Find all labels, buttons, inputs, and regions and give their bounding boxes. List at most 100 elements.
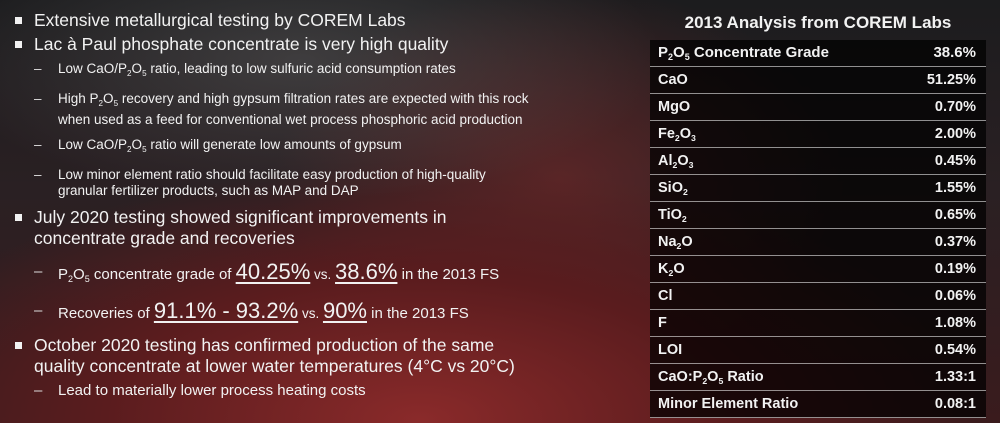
row-value: 0.19% xyxy=(934,261,976,277)
subscript: 2 xyxy=(68,274,74,284)
subscript: 5 xyxy=(684,52,690,62)
subscript: 3 xyxy=(691,133,696,143)
text: October 2020 testing has confirmed produ… xyxy=(34,335,495,355)
row-label: CaO xyxy=(658,67,688,93)
row-value: 38.6% xyxy=(933,44,976,61)
subscript: 2 xyxy=(668,268,674,278)
row-value: 0.06% xyxy=(934,288,976,304)
text: Low minor element ratio should facilitat… xyxy=(58,167,486,182)
table-row: CaO 51.25% xyxy=(650,67,986,94)
table-row: Fe2O3 2.00% xyxy=(650,121,986,148)
text: Recoveries of xyxy=(58,305,154,322)
subscript: 5 xyxy=(142,69,147,78)
label-text: Al xyxy=(658,153,673,169)
text: O xyxy=(103,91,114,106)
text: granular fertilizer products, such as MA… xyxy=(58,183,359,198)
table-row: K2O 0.19% xyxy=(650,256,986,283)
text: ratio will generate low amounts of gypsu… xyxy=(146,137,402,152)
table-row: P2O5 Concentrate Grade 38.6% xyxy=(650,40,986,67)
label-text: MgO xyxy=(658,99,691,115)
sub-bullet-minor-element: Low minor element ratio should facilitat… xyxy=(12,167,622,199)
table-body: P2O5 Concentrate Grade 38.6% CaO 51.25% MgO 0… xyxy=(650,40,986,418)
label-text: TiO xyxy=(658,207,682,223)
bullet-july-2020: July 2020 testing showed significant imp… xyxy=(12,207,622,249)
subscript: 2 xyxy=(676,241,682,251)
subscript: 5 xyxy=(718,376,724,386)
row-label: Cl xyxy=(658,283,673,309)
row-value: 0.45% xyxy=(934,153,976,169)
bullet-text: Lac à Paul phosphate concentrate is very… xyxy=(34,34,449,54)
label-text: K xyxy=(658,261,669,277)
label-text: P xyxy=(658,44,669,61)
subscript: 2 xyxy=(674,133,680,143)
text: July 2020 testing showed significant imp… xyxy=(34,207,447,227)
table-title: 2013 Analysis from COREM Labs xyxy=(684,13,952,32)
table-row: F 1.08% xyxy=(650,310,986,337)
label-text: O xyxy=(681,234,693,250)
label-text: Ratio xyxy=(723,369,764,385)
subscript: 5 xyxy=(84,274,90,284)
recovery-2020-value: 91.1% - 93.2% xyxy=(153,298,299,323)
subscript: 2 xyxy=(668,52,674,62)
table-row: Cl 0.06% xyxy=(650,283,986,310)
recovery-2013-value: 90% xyxy=(322,298,367,323)
bullet-october-2020: October 2020 testing has confirmed produ… xyxy=(12,335,622,377)
label-text: Minor Element Ratio xyxy=(658,396,799,412)
table-row: Minor Element Ratio 0.08:1 xyxy=(650,391,986,418)
text: concentrate grade of xyxy=(89,266,236,283)
bullet-metallurgical-testing: Extensive metallurgical testing by COREM… xyxy=(12,10,622,31)
row-value: 1.55% xyxy=(934,180,976,196)
row-label: SiO2 xyxy=(658,175,688,201)
table-row: TiO2 0.65% xyxy=(650,202,986,229)
row-value: 0.37% xyxy=(934,234,976,250)
subscript: 5 xyxy=(113,99,119,108)
label-text: Concentrate Grade xyxy=(689,44,829,61)
sub-bullet-recoveries: Recoveries of 91.1% - 93.2% vs. 90% in t… xyxy=(12,300,622,325)
label-text: Fe xyxy=(658,126,675,142)
row-label: Al2O3 xyxy=(658,148,693,174)
label-text: CaO:P xyxy=(658,369,703,385)
table-row: Na2O 0.37% xyxy=(650,229,986,256)
text: P xyxy=(58,266,69,283)
label-text: F xyxy=(658,315,667,331)
grade-2020-value: 40.25% xyxy=(235,259,311,284)
text: recovery and high gypsum filtration rate… xyxy=(118,91,529,106)
text: vs. xyxy=(298,306,323,321)
row-value: 0.70% xyxy=(934,99,976,115)
row-value: 0.65% xyxy=(934,207,976,223)
text: quality concentrate at lower water tempe… xyxy=(34,356,515,376)
sub-bullet-gypsum: Low CaO/P2O5 ratio will generate low amo… xyxy=(12,137,622,158)
text: when used as a feed for conventional wet… xyxy=(58,112,523,127)
row-label: Fe2O3 xyxy=(658,121,696,147)
row-label: F xyxy=(658,310,667,336)
bullet-text: Extensive metallurgical testing by COREM… xyxy=(34,10,406,30)
label-text: Na xyxy=(658,234,677,250)
bullet-concentrate-quality: Lac à Paul phosphate concentrate is very… xyxy=(12,34,622,55)
row-value: 0.08:1 xyxy=(934,396,976,412)
subscript: 5 xyxy=(142,145,147,154)
text: O xyxy=(131,137,143,152)
row-value: 1.33:1 xyxy=(934,369,976,385)
subscript: 2 xyxy=(682,187,688,197)
text: Lead to materially lower process heating… xyxy=(58,382,366,399)
table-row: MgO 0.70% xyxy=(650,94,986,121)
row-label: TiO2 xyxy=(658,202,687,228)
label-text: O xyxy=(679,126,692,142)
text: vs. xyxy=(310,267,336,282)
text: in the 2013 FS xyxy=(367,305,469,322)
sub-bullet-concentrate-grade: P2O5 concentrate grade of 40.25% vs. 38.… xyxy=(12,261,622,290)
subscript: 2 xyxy=(127,69,132,78)
text: Low CaO/P xyxy=(58,61,128,76)
label-text: O xyxy=(673,261,685,277)
row-label: P2O5 Concentrate Grade xyxy=(658,40,829,66)
row-label: MgO xyxy=(658,94,690,120)
bullet-list: Extensive metallurgical testing by COREM… xyxy=(12,10,622,402)
sub-bullet-sulfuric-acid: Low CaO/P2O5 ratio, leading to low sulfu… xyxy=(12,61,622,82)
row-value: 0.54% xyxy=(934,342,976,358)
row-label: LOI xyxy=(658,337,682,363)
row-label: Minor Element Ratio xyxy=(658,391,798,417)
subscript: 2 xyxy=(681,214,687,224)
label-text: O xyxy=(673,44,685,61)
text: O xyxy=(131,61,143,76)
text: Low CaO/P xyxy=(58,137,128,152)
